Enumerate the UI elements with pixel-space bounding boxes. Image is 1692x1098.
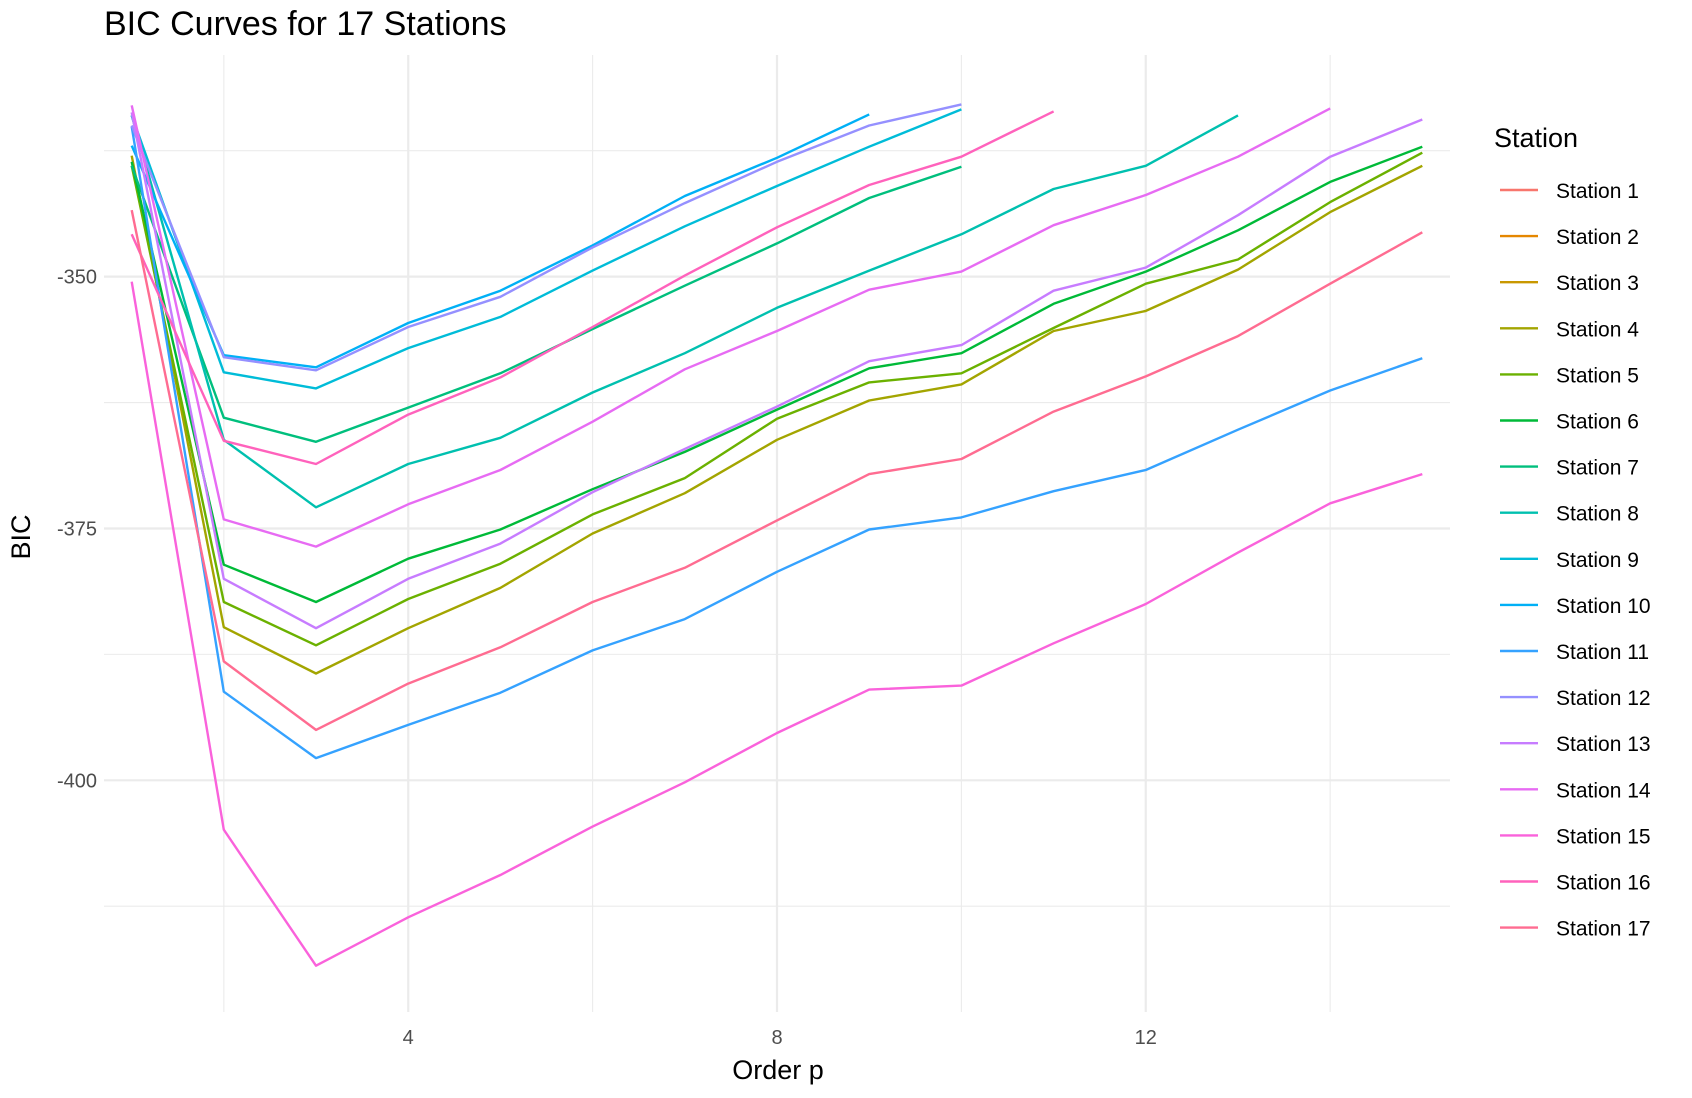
chart-title: BIC Curves for 17 Stations <box>104 5 507 43</box>
series-line-station-4 <box>130 155 1423 675</box>
legend-item: Station 16 <box>1500 872 1651 895</box>
legend-item: Station 9 <box>1500 549 1639 572</box>
series-line-station-17 <box>130 209 1423 732</box>
axis-ticks: -350 -375 -400 4 8 12 <box>57 267 1157 1049</box>
series-line-station-11 <box>130 126 1423 760</box>
legend-item: Station 3 <box>1500 272 1639 295</box>
legend-label: Station 4 <box>1556 318 1639 341</box>
legend-label: Station 6 <box>1556 411 1639 434</box>
legend-items: Station 1 Station 2 Station 3 Station 4 Stat… <box>1500 180 1651 941</box>
legend-item: Station 11 <box>1500 641 1649 664</box>
legend-label: Station 14 <box>1556 779 1651 802</box>
legend-item: Station 5 <box>1500 364 1639 387</box>
legend-label: Station 2 <box>1556 226 1639 249</box>
legend-item: Station 6 <box>1500 411 1639 434</box>
legend-label: Station 17 <box>1556 918 1651 941</box>
legend-label: Station 3 <box>1556 272 1639 295</box>
legend-label: Station 13 <box>1556 733 1651 756</box>
legend-label: Station 8 <box>1556 503 1639 526</box>
series-line-station-15 <box>130 281 1423 967</box>
grid-lines <box>104 55 1450 1012</box>
x-tick-label: 4 <box>403 1027 414 1049</box>
legend-item: Station 14 <box>1500 779 1651 802</box>
legend-item: Station 17 <box>1500 918 1651 941</box>
legend-item: Station 8 <box>1500 503 1639 526</box>
legend-label: Station 15 <box>1556 825 1651 848</box>
y-tick-label: -375 <box>57 518 97 540</box>
y-tick-label: -350 <box>57 267 97 289</box>
legend-item: Station 1 <box>1500 180 1639 203</box>
series-line-station-12 <box>130 103 962 372</box>
legend-item: Station 12 <box>1500 687 1651 710</box>
legend-item: Station 4 <box>1500 318 1639 341</box>
legend-label: Station 7 <box>1556 457 1639 480</box>
series-line-station-6 <box>130 145 1423 604</box>
legend-label: Station 10 <box>1556 595 1651 618</box>
series-line-station-8 <box>130 114 1239 509</box>
x-tick-label: 8 <box>771 1027 782 1049</box>
legend-item: Station 2 <box>1500 226 1639 249</box>
legend-label: Station 5 <box>1556 364 1639 387</box>
x-tick-label: 12 <box>1135 1027 1157 1049</box>
legend-label: Station 9 <box>1556 549 1639 572</box>
legend-label: Station 1 <box>1556 180 1639 203</box>
legend-title: Station <box>1494 123 1578 153</box>
legend-item: Station 10 <box>1500 595 1651 618</box>
series-line-station-5 <box>130 151 1423 647</box>
y-axis-title: BIC <box>6 514 36 559</box>
x-axis-title: Order p <box>732 1055 824 1085</box>
y-tick-label: -400 <box>57 770 97 792</box>
legend-item: Station 13 <box>1500 733 1651 756</box>
legend-label: Station 12 <box>1556 687 1651 710</box>
legend-label: Station 16 <box>1556 872 1651 895</box>
legend-item: Station 7 <box>1500 457 1639 480</box>
series-lines <box>130 103 1423 967</box>
series-line-station-16 <box>130 110 1055 466</box>
series-line-station-10 <box>130 113 870 369</box>
legend-item: Station 15 <box>1500 825 1651 848</box>
series-line-station-13 <box>130 112 1423 630</box>
legend-label: Station 11 <box>1556 641 1649 664</box>
series-line-station-9 <box>130 108 962 390</box>
series-line-station-14 <box>130 105 1331 548</box>
